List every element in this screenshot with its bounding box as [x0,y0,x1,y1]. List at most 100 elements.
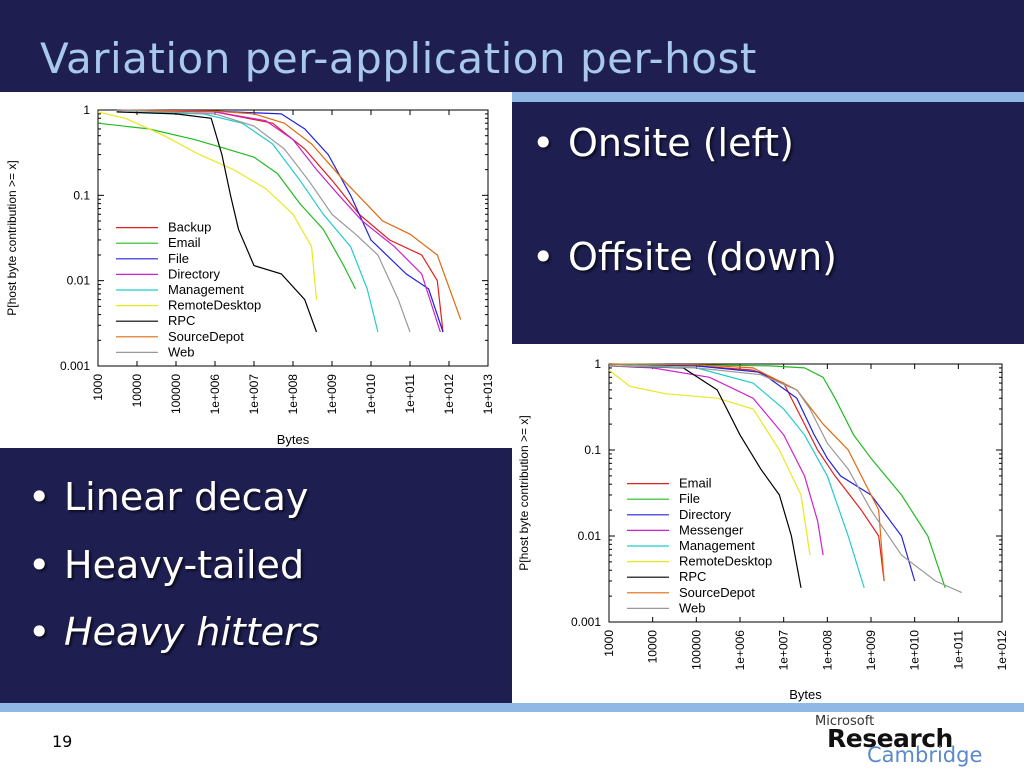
x-tick-label: 1e+011 [403,374,417,414]
legend-label: Management [679,538,755,553]
x-tick-label: 1e+009 [864,630,878,671]
logo-line-research: Research [827,724,953,753]
x-axis-label: Bytes [277,432,310,447]
x-tick-label: 1000 [91,374,105,401]
x-tick-label: 1e+012 [995,630,1009,671]
legend-label: Email [168,235,201,250]
onsite-chart: 1000 10000 100000 1e+006 1e+007 1e+008 1e+009 1… [0,92,512,448]
series-line-directory [608,363,916,582]
bullet-dot: • [28,610,51,655]
bullet-dot: • [532,234,555,279]
bullet-text: Heavy-tailed [64,542,305,587]
x-axis-label: Bytes [789,687,822,702]
bullet-text: Linear decay [64,475,309,519]
logo-line-cambridge: Cambridge [867,743,983,767]
page-number: 19 [52,732,73,751]
legend-label: Web [679,600,706,615]
x-tick-label: 1e+009 [325,374,339,415]
logo-line-microsoft: Microsoft [815,714,875,729]
legend-label: Directory [679,507,732,522]
legend-label: Email [679,476,712,491]
series-line-email [97,122,357,290]
offsite-chart: 1000 10000 100000 1e+006 1e+007 1e+008 1e+009 1… [512,344,1024,703]
bullets-right: • Onsite (left) • Offsite (down) [532,121,837,349]
research-logo: Microsoft Research Cambridge [815,714,985,768]
legend-label: Directory [168,266,221,281]
legend-label: Backup [168,220,211,235]
chart-svg: 1000 10000 100000 1e+006 1e+007 1e+008 1e+009 1… [5,103,495,447]
x-tick-label: 10000 [130,374,144,408]
y-axis-label: P[host byte contribution >= x] [5,160,19,315]
legend-label: RemoteDesktop [679,554,772,569]
x-tick-label: 1e+010 [908,630,922,671]
x-tick-label: 1e+008 [286,374,300,415]
slide-title: Variation per-application per-host [40,34,757,83]
legend-label: File [168,251,189,266]
series-line-rpc [116,111,318,333]
series-line-sourcedepot [116,109,462,320]
y-tick-label: 1 [594,357,601,371]
series-line-rpc [608,365,802,588]
x-tick-label: 1e+007 [777,630,791,671]
x-tick-label: 1e+010 [364,374,378,415]
bullet-dot: • [532,121,555,165]
footer-divider [0,703,1024,712]
bullet-item: • Linear decay [28,475,320,520]
y-tick-label: 0.001 [60,359,90,373]
bullet-item: • Heavy-tailed [28,542,320,588]
header-divider [0,92,1024,102]
legend-label: SourceDepot [679,585,755,600]
legend-label: File [679,491,700,506]
y-tick-label: 0.01 [67,274,91,288]
x-tick-label: 1e+011 [951,630,965,670]
plot-frame [608,363,1003,623]
legend-label: Management [168,282,244,297]
plot-frame [97,109,489,367]
series-line-management [608,363,865,588]
x-tick-label: 1e+006 [733,630,747,671]
bullet-dot: • [28,475,51,519]
legend-label: RPC [168,313,195,328]
legend-label: SourceDepot [168,329,244,344]
series-line-file [608,363,946,588]
y-tick-label: 0.001 [571,615,601,629]
bullet-text: Offsite (down) [568,234,837,279]
series-line-web [116,109,411,333]
footer [0,712,1024,768]
x-tick-label: 100000 [689,630,703,670]
bullet-text: Heavy hitters [64,610,320,655]
legend-label: RemoteDesktop [168,298,261,313]
bullet-text: Onsite (left) [568,121,794,165]
bullet-item: • Offsite (down) [532,234,837,280]
y-tick-label: 0.1 [73,188,90,202]
legend-label: Web [168,344,195,359]
legend-label: RPC [679,569,706,584]
x-tick-label: 1e+013 [481,374,495,415]
series-line-messenger [608,365,824,556]
x-tick-label: 1e+008 [820,630,834,671]
y-tick-label: 1 [83,103,90,117]
legend-label: Messenger [679,522,744,537]
series-line-web [608,365,963,594]
x-tick-label: 1e+012 [442,374,456,415]
series-line-directory [116,109,441,333]
series-line-remotedesktop [608,369,811,556]
bullet-item: • Heavy hitters [28,611,320,655]
series-line-sourcedepot [608,363,885,582]
x-tick-label: 1e+006 [208,374,222,415]
x-tick-label: 1e+007 [247,374,261,415]
y-axis-label: P[host byte contribution >= x] [517,415,531,570]
y-tick-label: 0.01 [578,529,602,543]
x-tick-label: 10000 [646,630,660,664]
series-line-backup [116,109,444,333]
chart-svg: 1000 10000 100000 1e+006 1e+007 1e+008 1e+009 1… [517,357,1009,702]
series-line-email [608,363,885,582]
series-line-remotedesktop [97,111,318,300]
bullet-dot: • [28,542,51,587]
bullets-left: • Linear decay • Heavy-tailed • Heavy hitters [28,475,320,679]
x-tick-label: 1000 [602,630,616,657]
bullet-item: • Onsite (left) [532,121,837,166]
series-line-file [116,109,444,333]
y-tick-label: 0.1 [584,443,601,457]
series-line-management [116,111,379,333]
